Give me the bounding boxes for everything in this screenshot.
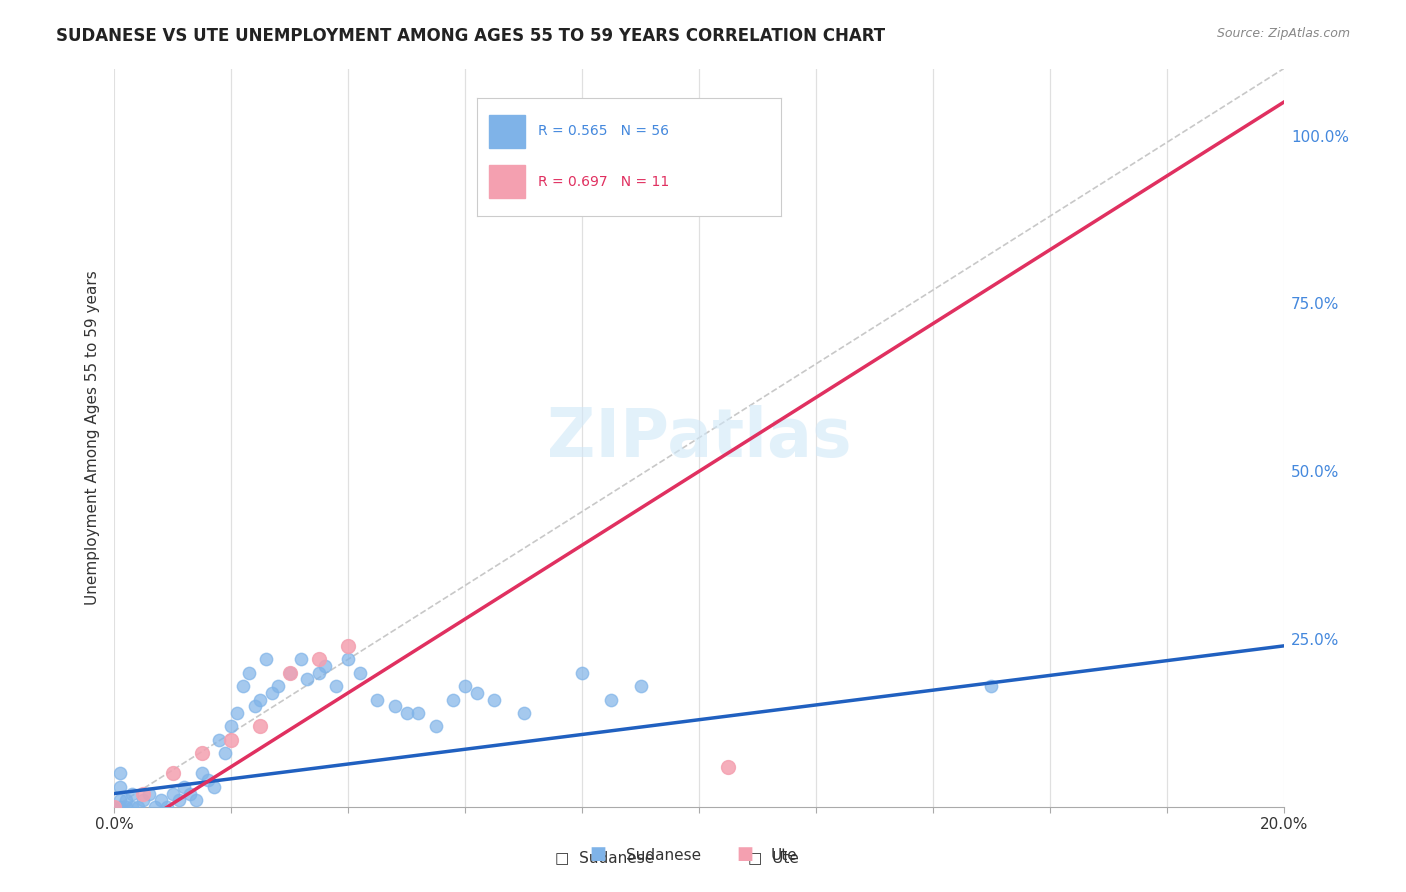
Point xyxy=(179,787,201,801)
Point xyxy=(600,692,623,706)
Point xyxy=(132,793,155,807)
Point xyxy=(349,665,371,680)
Point xyxy=(337,639,360,653)
Point xyxy=(688,128,710,143)
Point xyxy=(103,800,125,814)
Point xyxy=(108,766,131,780)
Point xyxy=(173,780,195,794)
Text: ■: ■ xyxy=(589,845,606,863)
Point xyxy=(214,746,236,760)
Text: □  Sudanese: □ Sudanese xyxy=(555,850,654,865)
Point xyxy=(262,686,284,700)
Point xyxy=(162,766,184,780)
Point xyxy=(108,780,131,794)
Point xyxy=(366,692,388,706)
Point xyxy=(138,787,160,801)
Point xyxy=(980,679,1002,693)
Text: Source: ZipAtlas.com: Source: ZipAtlas.com xyxy=(1216,27,1350,40)
Y-axis label: Unemployment Among Ages 55 to 59 years: Unemployment Among Ages 55 to 59 years xyxy=(86,270,100,605)
Point xyxy=(149,793,172,807)
Point xyxy=(232,679,254,693)
Point xyxy=(167,793,190,807)
Point xyxy=(278,665,301,680)
Text: SUDANESE VS UTE UNEMPLOYMENT AMONG AGES 55 TO 59 YEARS CORRELATION CHART: SUDANESE VS UTE UNEMPLOYMENT AMONG AGES … xyxy=(56,27,886,45)
Point xyxy=(108,800,131,814)
Text: Ute: Ute xyxy=(770,847,797,863)
Point xyxy=(238,665,260,680)
Point xyxy=(108,793,131,807)
Point xyxy=(484,692,506,706)
Point xyxy=(202,780,225,794)
Text: Sudanese: Sudanese xyxy=(626,847,700,863)
Point xyxy=(308,652,330,666)
Point xyxy=(254,652,277,666)
Point xyxy=(208,732,231,747)
Point xyxy=(197,773,219,788)
Point xyxy=(184,793,207,807)
Point xyxy=(325,679,347,693)
Point xyxy=(630,679,652,693)
Point xyxy=(226,706,249,720)
Point xyxy=(278,665,301,680)
Point xyxy=(219,719,242,733)
Point xyxy=(571,665,593,680)
Point xyxy=(249,719,271,733)
Point xyxy=(127,800,149,814)
Point xyxy=(314,659,336,673)
Point xyxy=(454,679,477,693)
Point xyxy=(143,800,166,814)
Point xyxy=(290,652,312,666)
Point xyxy=(121,787,143,801)
Point xyxy=(156,800,179,814)
Point xyxy=(191,746,214,760)
Point xyxy=(191,766,214,780)
Point xyxy=(249,692,271,706)
Point xyxy=(295,673,318,687)
Point xyxy=(308,665,330,680)
Point xyxy=(512,706,534,720)
Text: ■: ■ xyxy=(737,845,754,863)
Point xyxy=(219,732,242,747)
Point xyxy=(162,787,184,801)
Point xyxy=(115,800,138,814)
Text: □  Ute: □ Ute xyxy=(748,850,799,865)
Point xyxy=(337,652,360,666)
Point xyxy=(267,679,290,693)
Point xyxy=(384,699,406,714)
Point xyxy=(115,793,138,807)
Point xyxy=(408,706,430,720)
Point xyxy=(717,760,740,774)
Text: ZIPatlas: ZIPatlas xyxy=(547,405,852,471)
Point xyxy=(103,800,125,814)
Point xyxy=(441,692,464,706)
Point xyxy=(121,800,143,814)
Point xyxy=(132,787,155,801)
Point xyxy=(395,706,418,720)
Point xyxy=(425,719,447,733)
Point xyxy=(243,699,266,714)
Point xyxy=(465,686,488,700)
